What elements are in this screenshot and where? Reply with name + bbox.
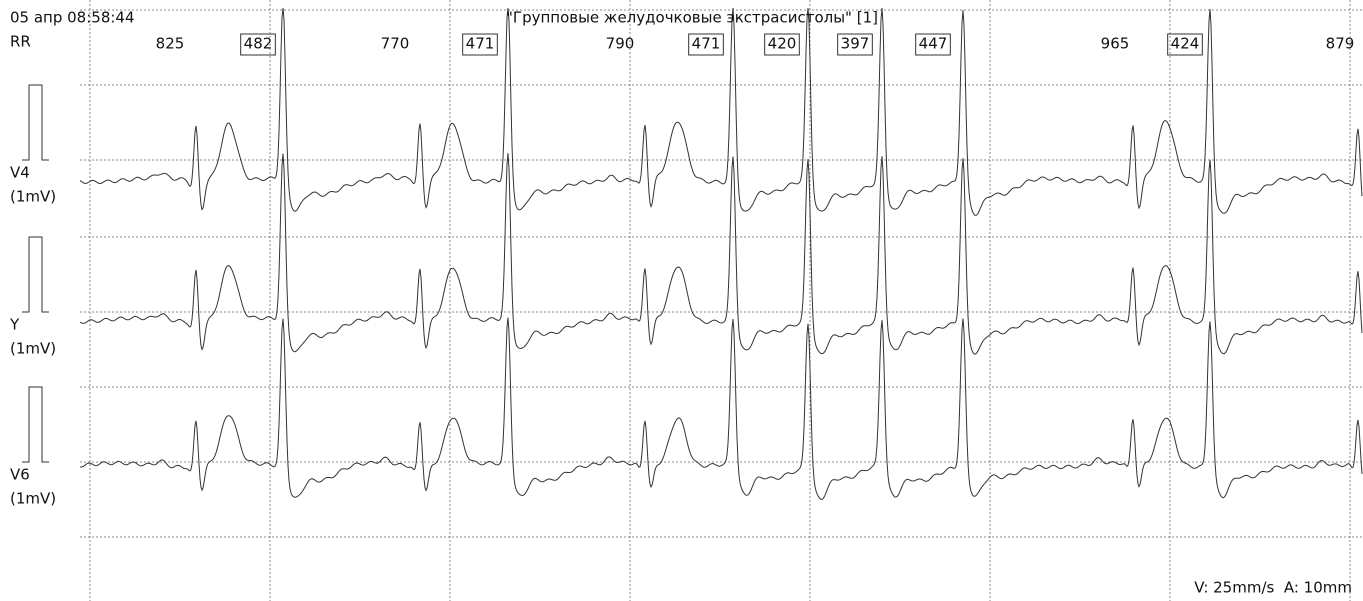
lead-scale: (1mV) (10, 490, 56, 508)
rr-box (837, 33, 873, 56)
rr-box (915, 33, 951, 56)
rr-box (1167, 33, 1203, 56)
rr-value: 965 (1101, 35, 1130, 53)
rr-value: 471 (692, 35, 721, 53)
rr-value: 447 (919, 35, 948, 53)
ecg-trace (79, 153, 1363, 355)
rr-value: 397 (841, 35, 870, 53)
rr-box (764, 33, 800, 56)
ecg-trace (79, 317, 1363, 500)
rr-label: RR (10, 33, 31, 51)
rr-value: 825 (156, 35, 185, 53)
rr-value: 770 (381, 35, 410, 53)
episode-title: "Групповые желудочковые экстрасистолы" [… (506, 9, 878, 27)
rr-value: 790 (606, 35, 635, 53)
speed-footer: V: 25mm/s A: 10mm (1194, 579, 1352, 597)
ecg-trace (79, 7, 1363, 216)
timestamp: 05 апр 08:58:44 (10, 9, 135, 27)
lead-name: V6 (10, 466, 30, 484)
lead-scale: (1mV) (10, 340, 56, 358)
rr-box (462, 33, 498, 56)
rr-value: 879 (1326, 35, 1355, 53)
calibration-pulse (22, 386, 49, 463)
rr-box (240, 33, 276, 56)
calibration-pulse (22, 84, 49, 161)
grid (80, 0, 1363, 601)
lead-name: V4 (10, 164, 30, 182)
lead-name: Y (9, 316, 20, 334)
rr-row: 825 482 770 471 790 471 420 397 447 965 424 879 (156, 33, 1355, 56)
lead-labels: V4 (1mV) Y (1mV) V6 (1mV) (9, 84, 56, 508)
lead-scale: (1mV) (10, 188, 56, 206)
rr-value: 424 (1171, 35, 1200, 53)
calibration-pulse (22, 236, 49, 313)
rr-box (688, 33, 724, 56)
rr-value: 471 (466, 35, 495, 53)
rr-value: 420 (768, 35, 797, 53)
rr-value: 482 (244, 35, 273, 53)
traces (79, 7, 1363, 500)
